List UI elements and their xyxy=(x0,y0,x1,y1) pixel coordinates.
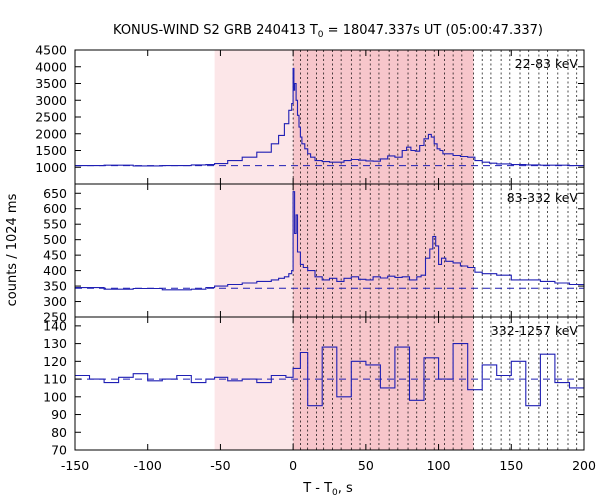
y-tick-label: 3000 xyxy=(35,93,67,108)
y-tick-label: 4500 xyxy=(35,43,67,58)
panel-energy-band-label: 83-332 keV xyxy=(507,190,579,205)
count-rate-series-83-332-kev xyxy=(75,191,585,291)
x-tick-label: 150 xyxy=(499,458,523,473)
y-axis-label: counts / 1024 ms xyxy=(5,193,20,306)
y-tick-label: 3500 xyxy=(35,76,67,91)
count-rate-series-332-1257-kev xyxy=(75,343,585,407)
y-tick-label: 110 xyxy=(43,372,67,387)
chart-title-main: KONUS-WIND S2 GRB 240413 T xyxy=(113,23,318,38)
x-tick-label: 50 xyxy=(358,458,374,473)
count-rate-series-22-83-kev xyxy=(75,67,585,167)
y-tick-label: 350 xyxy=(43,279,67,294)
source-interval-shade xyxy=(293,184,474,317)
panel-energy-band-label: 22-83 keV xyxy=(515,56,579,71)
chart-title-rest: = 18047.337s UT (05:00:47.337) xyxy=(324,23,543,38)
chart-title: KONUS-WIND S2 GRB 240413 T0 = 18047.337s… xyxy=(113,23,543,40)
source-interval-shade xyxy=(293,50,474,184)
source-interval-shade xyxy=(293,317,474,450)
y-tick-label: 140 xyxy=(43,318,67,333)
y-tick-label: 4000 xyxy=(35,59,67,74)
y-tick-label: 70 xyxy=(51,443,67,458)
x-tick-label: -50 xyxy=(210,458,230,473)
y-tick-label: 130 xyxy=(43,336,67,351)
y-tick-label: 400 xyxy=(43,263,67,278)
y-tick-label: 550 xyxy=(43,217,67,232)
x-tick-label: -150 xyxy=(61,458,89,473)
y-tick-label: 2000 xyxy=(35,126,67,141)
chart-title-subscript: 0 xyxy=(318,30,324,40)
panel-332-1257-kev: 70 80 90 100 110 120 130 140 332-1257 keV xyxy=(43,316,585,458)
background-interval-shade xyxy=(214,317,294,450)
x-axis-label-main: T - T xyxy=(302,481,332,496)
y-tick-label: 450 xyxy=(43,248,67,263)
y-tick-label: 120 xyxy=(43,354,67,369)
y-tick-label: 500 xyxy=(43,232,67,247)
y-tick-label: 2500 xyxy=(35,110,67,125)
y-tick-label: 600 xyxy=(43,201,67,216)
y-tick-label: 80 xyxy=(51,425,67,440)
background-interval-shade xyxy=(214,184,294,317)
y-tick-label: 1500 xyxy=(35,143,67,158)
x-axis-label-subscript: 0 xyxy=(332,488,338,498)
x-axis-label-rest: , s xyxy=(338,481,353,496)
y-tick-label: 100 xyxy=(43,389,67,404)
y-tick-label: 1000 xyxy=(35,160,67,175)
y-tick-label: 300 xyxy=(43,294,67,309)
panel-energy-band-label: 332-1257 keV xyxy=(491,323,579,338)
y-tick-label: 90 xyxy=(51,407,67,422)
x-tick-label: 100 xyxy=(427,458,451,473)
x-tick-label: 200 xyxy=(572,458,596,473)
y-tick-label: 250 xyxy=(43,310,67,325)
panel-frame xyxy=(74,316,585,451)
x-tick-label: 0 xyxy=(289,458,297,473)
x-axis-label: T - T0, s xyxy=(302,481,353,498)
x-tick-labels: -150 -100 -50 0 50 100 150 200 xyxy=(61,458,596,473)
y-tick-label: 650 xyxy=(43,186,67,201)
x-tick-label: -100 xyxy=(134,458,162,473)
